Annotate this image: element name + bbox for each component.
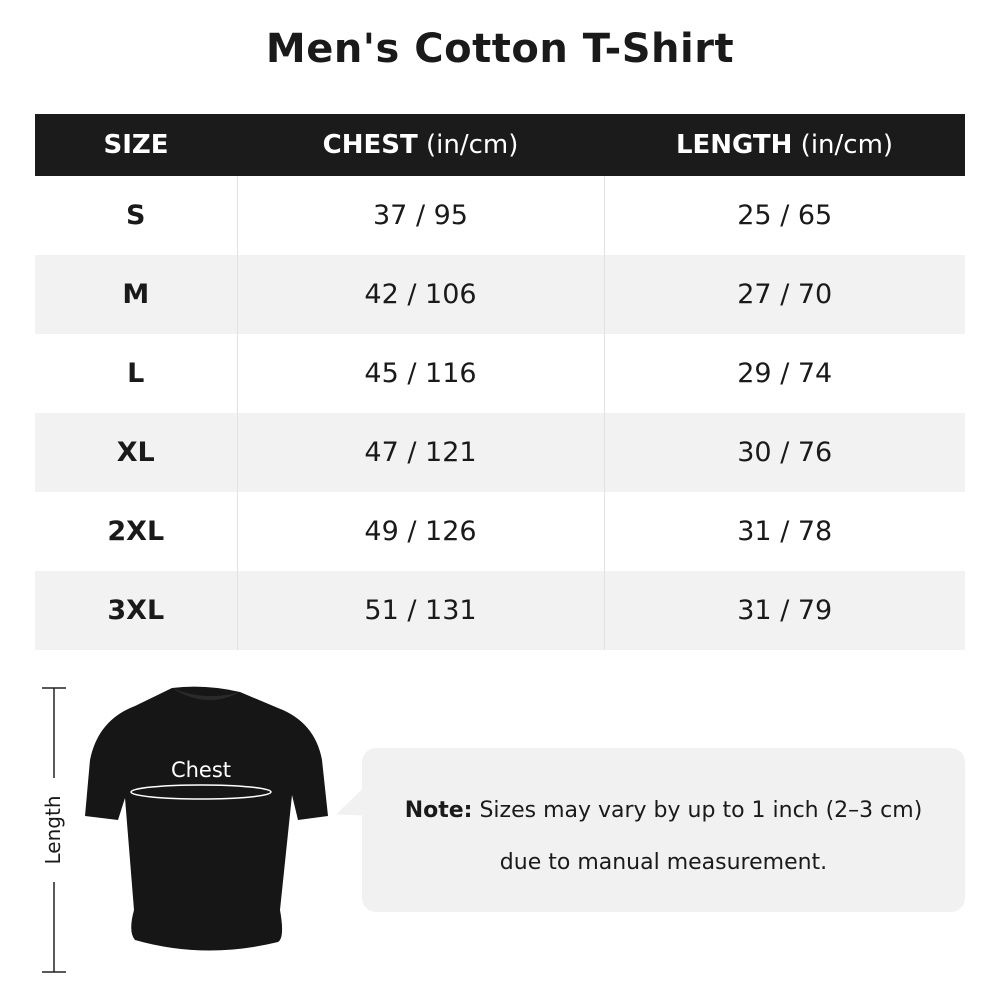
tshirt-icon	[85, 686, 328, 951]
size-cell: L	[127, 358, 145, 389]
size-cell: XL	[35, 413, 237, 492]
size-cell: M	[35, 255, 237, 334]
chest-cell: 49 / 126	[236, 492, 604, 571]
length-label: Length	[41, 796, 65, 865]
note-line-1: Note: Sizes may vary by up to 1 inch (2–…	[404, 798, 923, 823]
table-header-row: SIZE CHEST (in/cm) LENGTH (in/cm)	[35, 114, 965, 176]
chest-cell: 47 / 121	[236, 413, 604, 492]
table-row: 3XL 51 / 131 31 / 79	[35, 571, 965, 650]
chest-cell: 45 / 116	[236, 334, 604, 413]
chest-cell: 42 / 106	[236, 255, 604, 334]
size-cell: S	[126, 200, 146, 231]
chest-cell: 51 / 131	[236, 571, 604, 650]
table-row: S 37 / 95 25 / 65	[35, 176, 965, 255]
header-size: SIZE	[35, 114, 237, 176]
size-cell: 3XL	[35, 571, 237, 650]
tshirt-diagram: Length Chest	[41, 686, 328, 973]
table-row: L 45 / 116 29 / 74	[35, 334, 965, 413]
length-cell: 25 / 65	[603, 176, 965, 255]
length-cell: 31 / 79	[603, 571, 965, 650]
note-box: Note: Sizes may vary by up to 1 inch (2–…	[362, 748, 965, 912]
header-length: LENGTH (in/cm)	[604, 114, 965, 176]
length-measure-line	[42, 687, 66, 973]
chest-cell: 37 / 95	[236, 176, 604, 255]
length-cell: 30 / 76	[603, 413, 965, 492]
table-row: M 42 / 106 27 / 70	[35, 255, 965, 334]
size-chart-table: SIZE CHEST (in/cm) LENGTH (in/cm) S 37 / …	[35, 114, 965, 650]
header-chest: CHEST (in/cm)	[237, 114, 604, 176]
size-cell: 2XL	[107, 516, 165, 547]
length-cell: 31 / 78	[603, 492, 965, 571]
length-cell: 29 / 74	[603, 334, 965, 413]
page-title: Men's Cotton T-Shirt	[265, 26, 735, 72]
table-row: XL 47 / 121 30 / 76	[35, 413, 965, 492]
length-cell: 27 / 70	[603, 255, 965, 334]
note-line-2: due to manual measurement.	[499, 850, 828, 875]
table-row: 2XL 49 / 126 31 / 78	[35, 492, 965, 571]
chest-label: Chest	[171, 758, 231, 782]
chest-measure-loop	[130, 784, 272, 800]
